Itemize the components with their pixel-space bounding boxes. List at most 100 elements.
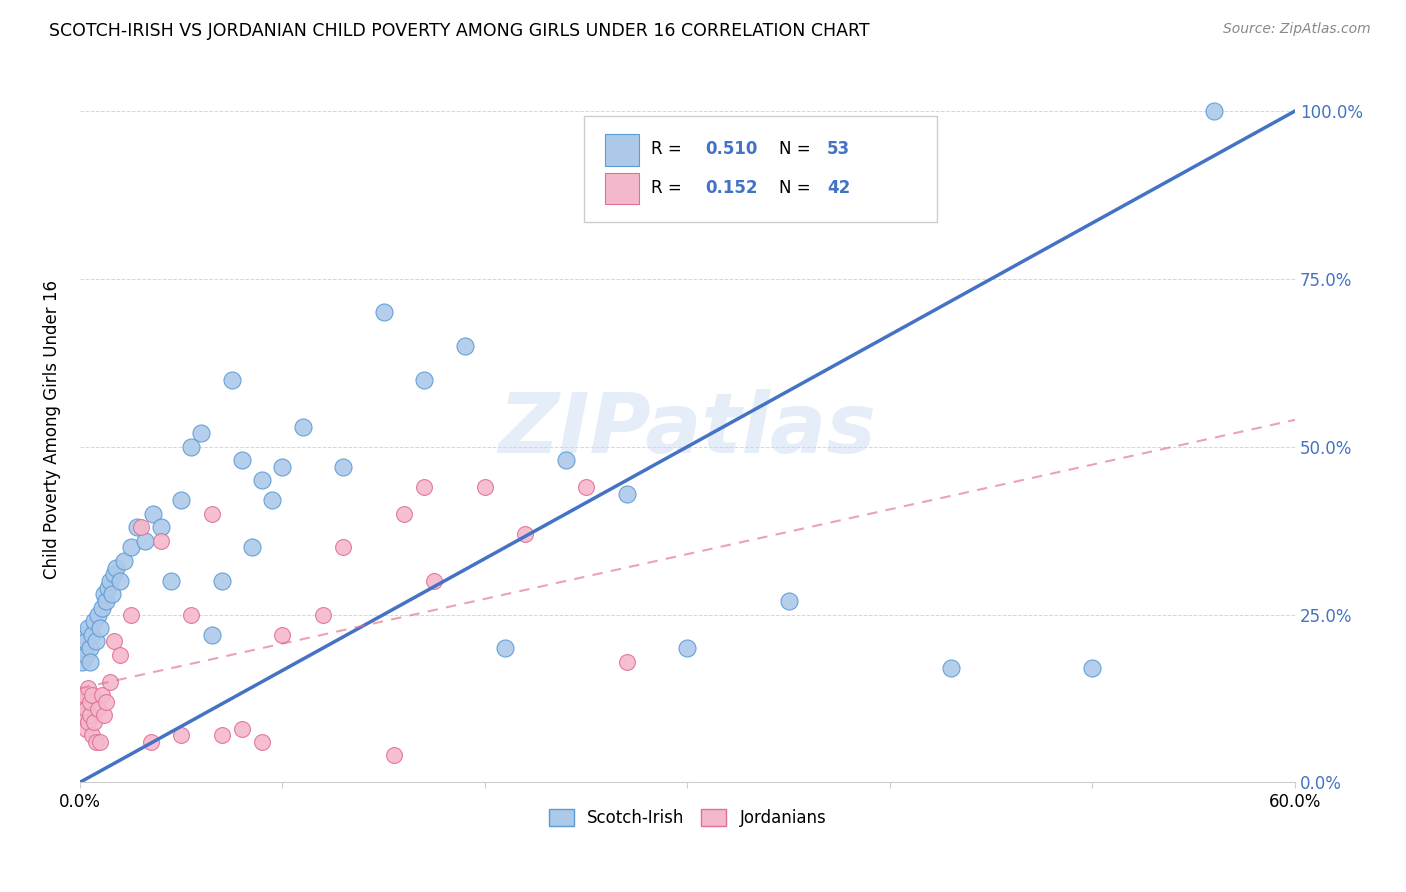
- Point: [332, 459, 354, 474]
- Point: [91, 688, 114, 702]
- Point: [98, 674, 121, 689]
- Point: [91, 600, 114, 615]
- Point: [77, 681, 100, 696]
- Text: 0.510: 0.510: [706, 140, 758, 159]
- Point: [142, 507, 165, 521]
- Point: [120, 541, 142, 555]
- Point: [170, 728, 193, 742]
- FancyBboxPatch shape: [583, 116, 936, 222]
- Y-axis label: Child Poverty Among Girls Under 16: Child Poverty Among Girls Under 16: [44, 280, 60, 580]
- Point: [103, 567, 125, 582]
- Point: [200, 627, 222, 641]
- Point: [616, 486, 638, 500]
- Point: [83, 714, 105, 729]
- Point: [190, 426, 212, 441]
- Legend: Scotch-Irish, Jordanians: Scotch-Irish, Jordanians: [543, 803, 832, 834]
- Point: [70, 695, 93, 709]
- Text: SCOTCH-IRISH VS JORDANIAN CHILD POVERTY AMONG GIRLS UNDER 16 CORRELATION CHART: SCOTCH-IRISH VS JORDANIAN CHILD POVERTY …: [49, 22, 870, 40]
- Point: [120, 607, 142, 622]
- Point: [93, 587, 115, 601]
- Point: [221, 372, 243, 386]
- Point: [149, 533, 172, 548]
- Point: [75, 701, 97, 715]
- Point: [73, 627, 96, 641]
- Point: [413, 480, 436, 494]
- Text: ZIPatlas: ZIPatlas: [499, 390, 876, 470]
- Point: [149, 520, 172, 534]
- Point: [453, 339, 475, 353]
- Point: [939, 661, 962, 675]
- Point: [77, 714, 100, 729]
- Point: [79, 655, 101, 669]
- Point: [134, 533, 156, 548]
- Point: [676, 641, 699, 656]
- Text: N =: N =: [779, 140, 815, 159]
- Point: [73, 708, 96, 723]
- Text: R =: R =: [651, 140, 688, 159]
- Point: [413, 372, 436, 386]
- Point: [84, 634, 107, 648]
- Point: [77, 621, 100, 635]
- Point: [616, 655, 638, 669]
- Point: [231, 722, 253, 736]
- Point: [87, 701, 110, 715]
- Point: [170, 493, 193, 508]
- Point: [83, 614, 105, 628]
- Point: [75, 634, 97, 648]
- Point: [262, 493, 284, 508]
- Point: [332, 541, 354, 555]
- Bar: [605, 173, 638, 204]
- Point: [84, 735, 107, 749]
- Point: [87, 607, 110, 622]
- Point: [70, 655, 93, 669]
- Text: R =: R =: [651, 179, 688, 197]
- Point: [98, 574, 121, 588]
- Point: [79, 708, 101, 723]
- Point: [93, 708, 115, 723]
- Point: [80, 728, 103, 742]
- Point: [125, 520, 148, 534]
- Point: [80, 627, 103, 641]
- Text: Source: ZipAtlas.com: Source: ZipAtlas.com: [1223, 22, 1371, 37]
- Point: [515, 527, 537, 541]
- Point: [312, 607, 335, 622]
- Point: [160, 574, 183, 588]
- Point: [250, 735, 273, 749]
- Point: [211, 728, 233, 742]
- Point: [79, 695, 101, 709]
- Point: [97, 581, 120, 595]
- Point: [73, 688, 96, 702]
- Point: [139, 735, 162, 749]
- Point: [555, 453, 578, 467]
- Point: [200, 507, 222, 521]
- Point: [80, 688, 103, 702]
- Point: [423, 574, 446, 588]
- Point: [112, 554, 135, 568]
- Point: [79, 641, 101, 656]
- Point: [110, 574, 132, 588]
- Point: [778, 594, 800, 608]
- Point: [250, 473, 273, 487]
- Point: [75, 722, 97, 736]
- Point: [103, 634, 125, 648]
- Point: [96, 594, 118, 608]
- Point: [73, 641, 96, 656]
- Bar: [605, 134, 638, 166]
- Point: [575, 480, 598, 494]
- Point: [382, 748, 405, 763]
- Point: [271, 627, 294, 641]
- Point: [474, 480, 496, 494]
- Point: [1081, 661, 1104, 675]
- Point: [110, 648, 132, 662]
- Point: [231, 453, 253, 467]
- Point: [180, 607, 202, 622]
- Text: 53: 53: [827, 140, 851, 159]
- Point: [240, 541, 263, 555]
- Point: [101, 587, 124, 601]
- Point: [494, 641, 516, 656]
- Point: [373, 305, 395, 319]
- Point: [392, 507, 415, 521]
- Point: [129, 520, 152, 534]
- Point: [211, 574, 233, 588]
- Point: [291, 419, 314, 434]
